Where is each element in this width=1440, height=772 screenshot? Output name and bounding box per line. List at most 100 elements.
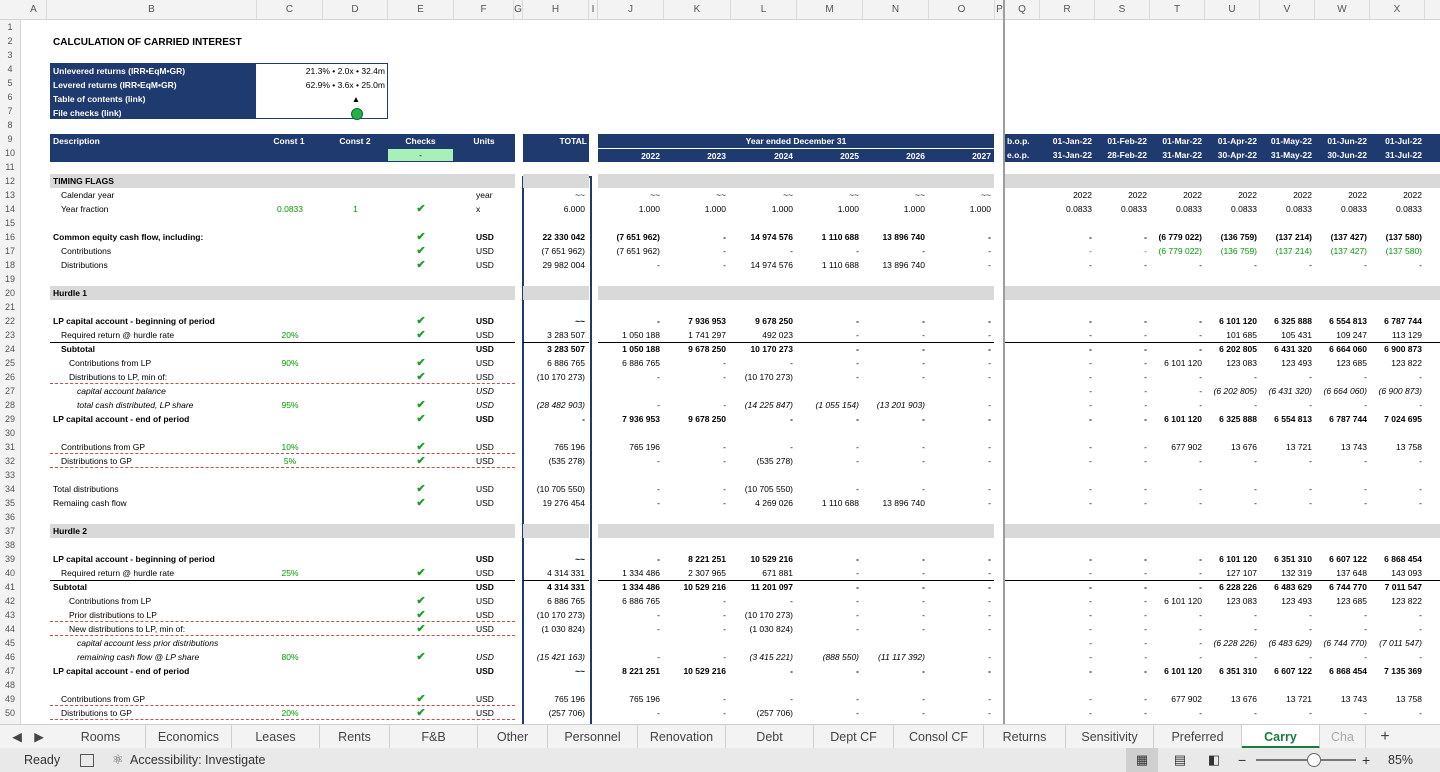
const1-cell[interactable]: 0.0833 [277,204,303,214]
page-break-view-icon[interactable]: ◧ [1207,752,1221,767]
monthly-cell[interactable]: 6 101 120 [1164,666,1202,676]
row-label[interactable]: New distributions to LP, min of: [69,624,186,634]
annual-cell[interactable]: - [922,316,925,326]
annual-cell[interactable]: - [657,484,660,494]
monthly-cell[interactable]: - [1419,484,1422,494]
row-label[interactable]: capital account balance [77,386,166,396]
monthly-cell[interactable]: 2022 [1403,190,1422,200]
monthly-cell[interactable]: - [1089,414,1092,424]
monthly-cell[interactable]: - [1089,708,1092,718]
monthly-cell[interactable]: - [1144,372,1147,382]
monthly-cell[interactable]: - [1309,260,1312,270]
annual-cell[interactable]: - [988,316,991,326]
const2-cell[interactable]: 1 [353,204,358,214]
const1-cell[interactable]: 20% [281,708,299,718]
annual-cell[interactable]: - [922,554,925,564]
row-header[interactable]: 49 [4,694,15,704]
monthly-cell[interactable]: - [1254,498,1257,508]
monthly-cell[interactable]: - [1144,316,1147,326]
monthly-cell[interactable]: - [1144,554,1147,564]
monthly-cell[interactable]: - [1089,442,1092,452]
annual-cell[interactable]: 765 196 [629,694,660,704]
annual-cell[interactable]: (1 055 154) [815,400,859,410]
row-label[interactable]: Common equity cash flow, including: [53,232,204,242]
annual-cell[interactable]: - [723,358,726,368]
column-header-f[interactable]: F [454,0,514,19]
row-header[interactable]: 33 [4,470,15,480]
row-header[interactable]: 23 [4,330,15,340]
monthly-cell[interactable]: - [1089,624,1092,634]
row-label[interactable]: Distributions [61,260,108,270]
monthly-cell[interactable]: - [1089,484,1092,494]
annual-cell[interactable]: 6 886 765 [622,358,660,368]
zoom-level[interactable]: 85% [1388,753,1414,767]
monthly-cell[interactable]: - [1254,484,1257,494]
total-cell[interactable]: 6 886 765 [547,358,585,368]
monthly-cell[interactable]: (6 744 770) [1323,638,1367,648]
annual-cell[interactable]: - [988,596,991,606]
annual-cell[interactable]: 7 936 953 [622,414,660,424]
row-header[interactable]: 10 [4,148,15,158]
units-cell[interactable]: USD [476,400,494,410]
monthly-cell[interactable]: 7 135 369 [1384,666,1422,676]
monthly-cell[interactable]: - [1144,498,1147,508]
row-header[interactable]: 39 [4,554,15,564]
monthly-cell[interactable]: - [1309,708,1312,718]
monthly-cell[interactable]: - [1199,708,1202,718]
monthly-cell[interactable]: - [1419,260,1422,270]
sheet-tab-economics[interactable]: Economics [146,725,232,749]
row-header[interactable]: 44 [4,624,15,634]
monthly-cell[interactable]: - [1089,344,1092,354]
annual-cell[interactable]: - [988,708,991,718]
monthly-cell[interactable]: 123 685 [1336,358,1367,368]
monthly-cell[interactable]: 6 607 122 [1274,666,1312,676]
row-label[interactable]: LP capital account - end of period [53,666,190,676]
annual-cell[interactable]: - [790,414,793,424]
row-header[interactable]: 8 [7,120,13,130]
annual-cell[interactable]: - [657,708,660,718]
monthly-cell[interactable]: (136 759) [1220,246,1257,256]
monthly-cell[interactable]: 123 493 [1281,358,1312,368]
row-label[interactable]: Prior distributions to LP [69,610,157,620]
monthly-cell[interactable]: - [1089,316,1092,326]
row-header[interactable]: 18 [4,260,15,270]
monthly-cell[interactable]: (6 431 320) [1268,386,1312,396]
annual-cell[interactable]: 1.000 [704,204,726,214]
monthly-cell[interactable]: - [1144,568,1147,578]
annual-cell[interactable]: - [790,358,793,368]
annual-cell[interactable]: - [856,246,859,256]
monthly-cell[interactable]: - [1144,442,1147,452]
annual-cell[interactable]: - [856,456,859,466]
units-cell[interactable]: USD [476,498,494,508]
monthly-cell[interactable]: 0.0833 [1286,204,1312,214]
toc-triangle-icon[interactable]: ▲ [351,94,361,104]
row-header[interactable]: 20 [4,288,15,298]
row-label[interactable]: Subtotal [53,582,87,592]
annual-cell[interactable]: 6 886 765 [622,596,660,606]
monthly-cell[interactable]: 123 822 [1391,596,1422,606]
normal-view-icon[interactable]: ▦ [1126,748,1158,772]
total-cell[interactable]: (10 170 273) [536,372,585,382]
monthly-cell[interactable]: - [1144,400,1147,410]
annual-cell[interactable]: 1 741 297 [688,330,726,340]
total-cell[interactable]: ~~ [575,190,585,200]
monthly-cell[interactable]: 6 202 805 [1219,344,1257,354]
annual-cell[interactable]: - [988,372,991,382]
monthly-cell[interactable]: - [1089,596,1092,606]
sheet-tab-rooms[interactable]: Rooms [56,725,146,749]
file-checks-link[interactable]: File checks (link) [53,108,122,118]
annual-cell[interactable]: 765 196 [629,442,660,452]
monthly-cell[interactable]: - [1144,652,1147,662]
annual-cell[interactable]: ~~ [981,190,991,200]
annual-cell[interactable]: ~~ [716,190,726,200]
annual-cell[interactable]: - [856,358,859,368]
monthly-cell[interactable]: 6 483 629 [1274,582,1312,592]
annual-cell[interactable]: - [790,596,793,606]
monthly-cell[interactable]: - [1199,638,1202,648]
monthly-cell[interactable]: 101 685 [1226,330,1257,340]
annual-cell[interactable]: 10 529 216 [683,582,726,592]
monthly-cell[interactable]: - [1254,260,1257,270]
monthly-cell[interactable]: (6 202 805) [1213,386,1257,396]
monthly-cell[interactable]: - [1144,344,1147,354]
monthly-cell[interactable]: - [1089,372,1092,382]
